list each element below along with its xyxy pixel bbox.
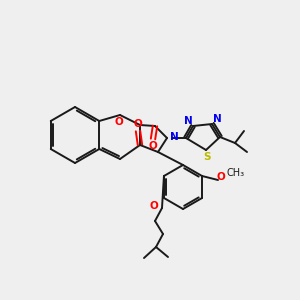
Text: O: O [115, 117, 123, 127]
Text: O: O [134, 119, 142, 129]
Text: O: O [148, 141, 158, 151]
Text: O: O [150, 201, 158, 211]
Text: N: N [169, 132, 178, 142]
Text: CH₃: CH₃ [227, 168, 245, 178]
Text: N: N [213, 114, 221, 124]
Text: N: N [184, 116, 192, 126]
Text: O: O [217, 172, 225, 182]
Text: S: S [203, 152, 211, 162]
